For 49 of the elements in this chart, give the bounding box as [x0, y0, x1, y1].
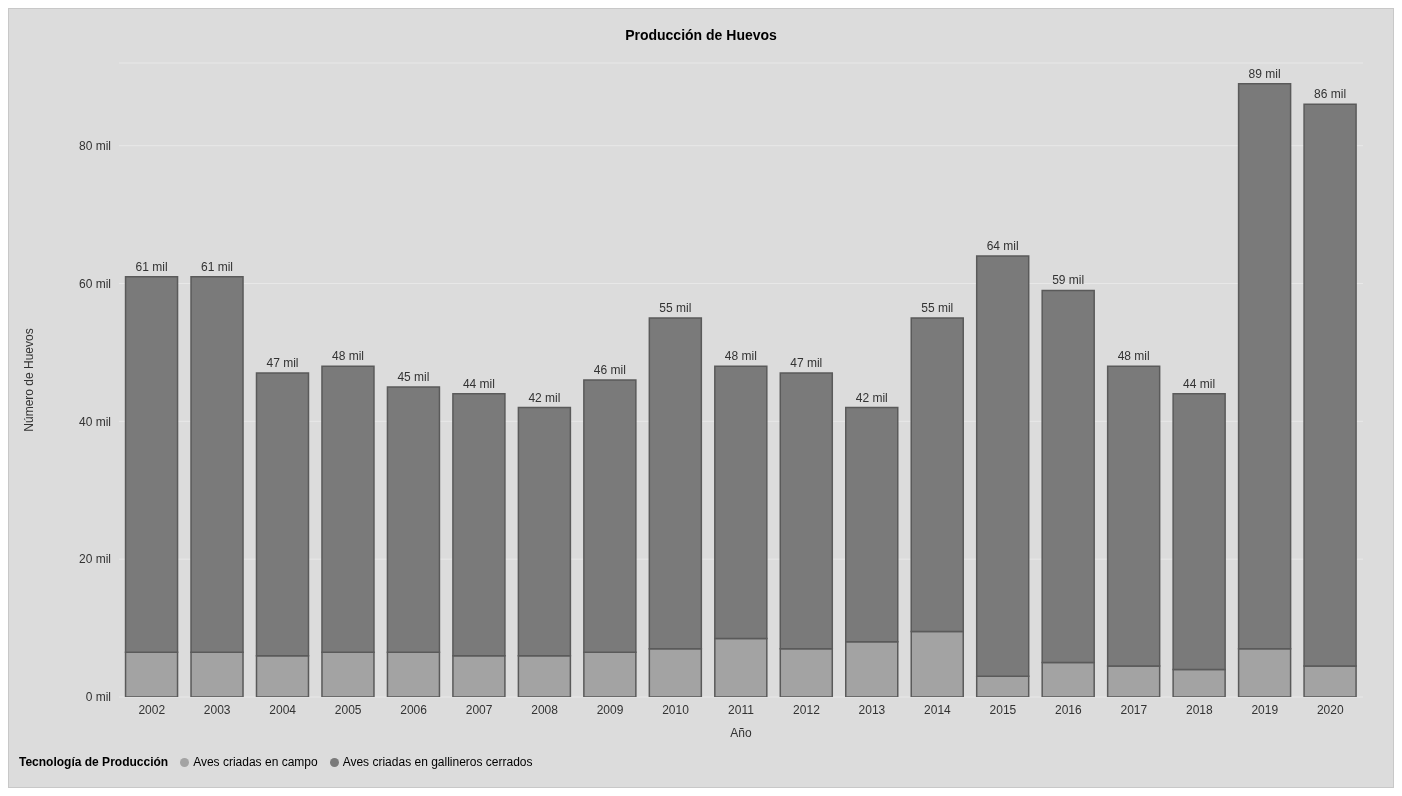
- y-axis-title: Número de Huevos: [22, 328, 37, 432]
- x-tick-label: 2003: [203, 702, 231, 717]
- x-tick-label: 2005: [334, 702, 362, 717]
- x-tick-label: 2010: [662, 702, 690, 717]
- total-label: 61 mil: [135, 259, 168, 274]
- total-label: 48 mil: [1117, 349, 1150, 364]
- total-label: 55 mil: [659, 300, 692, 315]
- x-tick-label: 2006: [400, 702, 428, 717]
- x-tick-label: 2008: [531, 702, 559, 717]
- legend-label: Aves criadas en campo: [193, 755, 318, 769]
- x-tick-label: 2012: [793, 702, 821, 717]
- x-tick-label: 2019: [1251, 702, 1279, 717]
- total-label: 42 mil: [855, 390, 888, 405]
- total-label: 61 mil: [201, 259, 234, 274]
- total-label: 46 mil: [593, 363, 626, 377]
- x-axis-title: Año: [730, 726, 752, 740]
- y-tick-label: 40 mil: [78, 414, 111, 429]
- x-tick-label: 2015: [989, 702, 1017, 717]
- total-label: 89 mil: [1248, 66, 1281, 81]
- legend-title: Tecnología de Producción: [19, 755, 169, 769]
- total-label: 44 mil: [1183, 376, 1216, 391]
- x-tick-label: 2004: [269, 702, 297, 717]
- x-tick-label: 2018: [1185, 702, 1213, 717]
- x-tick-label: 2009: [596, 702, 624, 717]
- y-tick-label: 60 mil: [78, 276, 111, 291]
- x-tick-label: 2014: [924, 702, 952, 717]
- chart-title: Producción de Huevos: [624, 26, 778, 43]
- x-tick-label: 2013: [858, 702, 886, 717]
- total-label: 64 mil: [986, 238, 1019, 253]
- y-tick-label: 20 mil: [78, 552, 111, 567]
- x-tick-label: 2020: [1316, 702, 1344, 717]
- total-label: 55 mil: [921, 300, 954, 315]
- total-label: 47 mil: [266, 356, 299, 371]
- x-tick-label: 2016: [1055, 702, 1083, 717]
- total-label: 86 mil: [1314, 87, 1347, 102]
- total-label: 42 mil: [528, 390, 561, 405]
- total-label: 45 mil: [397, 369, 430, 384]
- total-label: 47 mil: [790, 356, 823, 371]
- x-tick-label: 2017: [1120, 702, 1148, 717]
- total-label: 59 mil: [1052, 273, 1085, 288]
- total-label: 44 mil: [462, 376, 495, 391]
- x-tick-label: 2007: [465, 702, 493, 717]
- x-tick-label: 2011: [728, 702, 755, 717]
- y-tick-label: 0 mil: [85, 690, 111, 705]
- y-tick-label: 80 mil: [78, 138, 111, 153]
- legend-label: Aves criadas en gallineros cerrados: [342, 755, 533, 769]
- total-label: 48 mil: [331, 349, 364, 364]
- x-tick-label: 2002: [138, 702, 166, 717]
- total-label: 48 mil: [724, 349, 757, 364]
